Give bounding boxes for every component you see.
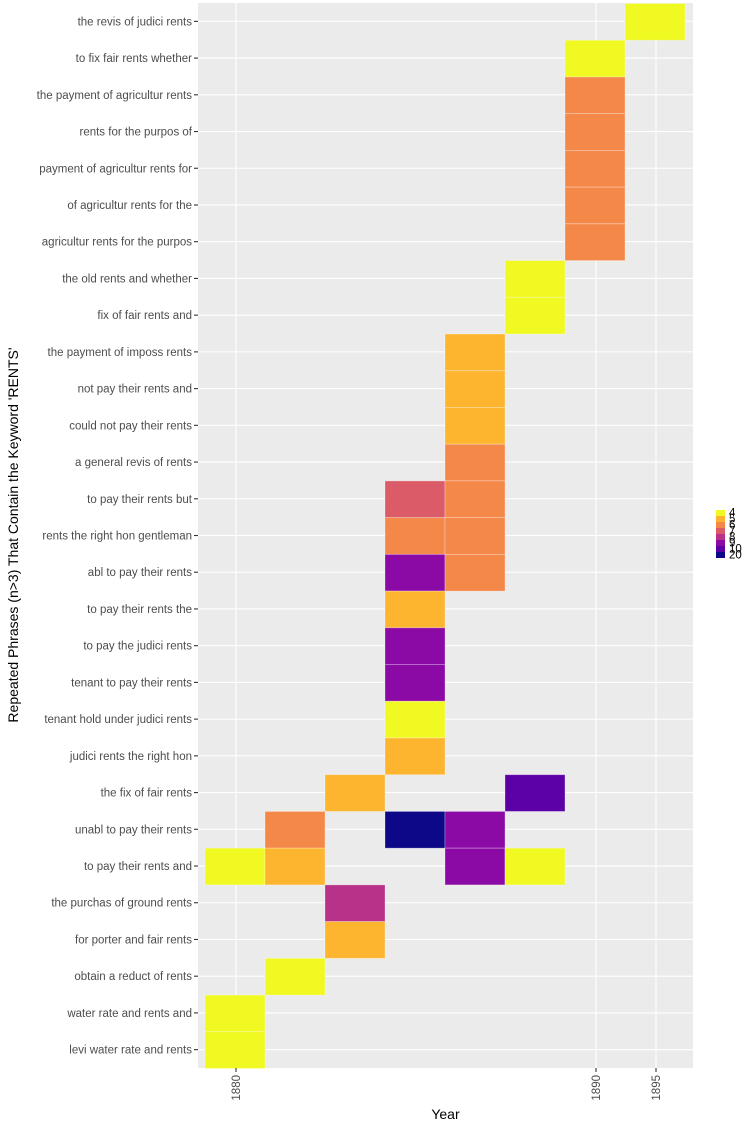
heatmap-cell xyxy=(564,113,626,151)
legend-label: 6 xyxy=(729,520,735,532)
heatmap-cell xyxy=(444,553,506,592)
y-tick-label: fix of fair rents and xyxy=(97,310,192,322)
x-tick-label: 1880 xyxy=(231,1075,243,1101)
legend-key xyxy=(716,546,725,552)
x-tick-label: 1895 xyxy=(651,1075,663,1101)
heatmap-cell xyxy=(204,994,266,1033)
heatmap-cell xyxy=(444,480,506,519)
y-tick-label: unabl to pay their rents xyxy=(75,824,192,836)
x-axis-title: Year xyxy=(431,1106,460,1122)
y-tick-label: levi water rate and rents xyxy=(69,1045,192,1057)
heatmap-cell xyxy=(264,847,326,886)
y-tick-label: judici rents the right hon xyxy=(69,751,192,763)
y-axis-title: Repeated Phrases (n>3) That Contain the … xyxy=(5,347,21,722)
heatmap-cell xyxy=(384,480,446,519)
y-tick-label: the revis of judici rents xyxy=(78,16,193,28)
legend-key xyxy=(716,540,725,546)
heatmap-cell xyxy=(564,223,626,261)
y-tick-label: rents for the purpos of xyxy=(79,127,192,139)
y-tick-label: rents the right hon gentleman xyxy=(42,531,192,543)
heatmap-cell xyxy=(504,260,566,298)
heatmap-cell xyxy=(564,76,626,115)
heatmap-cell xyxy=(384,811,446,849)
y-tick-label: payment of agricultur rents for xyxy=(39,163,192,175)
heatmap-cell xyxy=(204,847,266,886)
heatmap-cell xyxy=(384,590,446,629)
y-tick-label: a general revis of rents xyxy=(75,457,192,469)
heatmap-cell xyxy=(324,884,386,923)
legend-label: 20 xyxy=(729,550,742,562)
legend-key xyxy=(716,528,725,534)
legend-key xyxy=(716,552,725,558)
heatmap-cell xyxy=(444,517,506,555)
heatmap-cell xyxy=(444,370,506,408)
y-tick-label: tenant to pay their rents xyxy=(71,677,192,689)
y-tick-label: water rate and rents and xyxy=(66,1008,192,1020)
y-tick-label: agricultur rents for the purpos xyxy=(42,237,192,249)
legend-label: 5 xyxy=(729,514,735,526)
y-tick-label: obtain a reduct of rents xyxy=(74,971,192,983)
heatmap-cell xyxy=(444,811,506,849)
heatmap-cell xyxy=(264,957,326,996)
heatmap-cell xyxy=(504,847,566,886)
legend-key xyxy=(716,510,725,516)
heatmap-cell xyxy=(444,443,506,482)
y-tick-label: the purchas of ground rents xyxy=(51,898,192,910)
legend-label: 4 xyxy=(729,508,736,520)
legend-label: 8 xyxy=(729,532,735,544)
y-tick-label: to pay their rents the xyxy=(87,604,192,616)
heatmap-cell xyxy=(384,517,446,555)
legend-key xyxy=(716,534,725,540)
heatmap-cell xyxy=(504,296,566,335)
y-tick-label: the fix of fair rents xyxy=(101,788,193,800)
heatmap-cell xyxy=(444,407,506,445)
heatmap-cell xyxy=(564,186,626,225)
x-axis: 1880 1890 1895 xyxy=(231,1068,663,1101)
legend-label: 9 xyxy=(729,538,735,550)
heatmap-cell xyxy=(564,39,626,78)
heatmap-cell xyxy=(384,737,446,776)
y-tick-label: of agricultur rents for the xyxy=(67,200,192,212)
y-tick-label: not pay their rents and xyxy=(78,384,192,396)
y-tick-label: to pay their rents but xyxy=(87,494,193,506)
legend-key xyxy=(716,522,725,528)
y-axis: the revis of judici rents to fix fair ren… xyxy=(37,16,198,1057)
heatmap-tiles xyxy=(204,3,686,1069)
y-tick-label: to fix fair rents whether xyxy=(76,53,192,65)
y-tick-label: for porter and fair rents xyxy=(75,934,192,946)
y-tick-label: the old rents and whether xyxy=(62,273,192,285)
heatmap-cell xyxy=(384,700,446,739)
y-tick-label: abl to pay their rents xyxy=(88,567,192,579)
heatmap-cell xyxy=(624,3,686,41)
y-tick-label: the payment of imposs rents xyxy=(48,347,193,359)
heatmap-cell xyxy=(444,847,506,886)
heatmap-cell xyxy=(324,921,386,959)
heatmap-cell xyxy=(384,664,446,702)
y-tick-label: the payment of agricultur rents xyxy=(37,90,193,102)
heatmap-cell xyxy=(384,553,446,592)
heatmap-cell xyxy=(444,333,506,372)
heatmap-cell xyxy=(504,774,566,812)
x-tick-label: 1890 xyxy=(591,1075,603,1101)
y-tick-label: tenant hold under judici rents xyxy=(44,714,192,726)
y-tick-label: to pay the judici rents xyxy=(83,641,192,653)
heatmap-cell xyxy=(564,149,626,188)
heatmap-cell xyxy=(204,1031,266,1069)
y-tick-label: could not pay their rents xyxy=(69,420,192,432)
legend-key xyxy=(716,516,725,522)
legend-label: 10 xyxy=(729,544,742,556)
legend-label: 7 xyxy=(729,526,735,538)
heatmap-cell xyxy=(324,774,386,812)
heatmap-cell xyxy=(264,811,326,849)
heatmap-cell xyxy=(384,627,446,665)
y-tick-label: to pay their rents and xyxy=(84,861,192,873)
